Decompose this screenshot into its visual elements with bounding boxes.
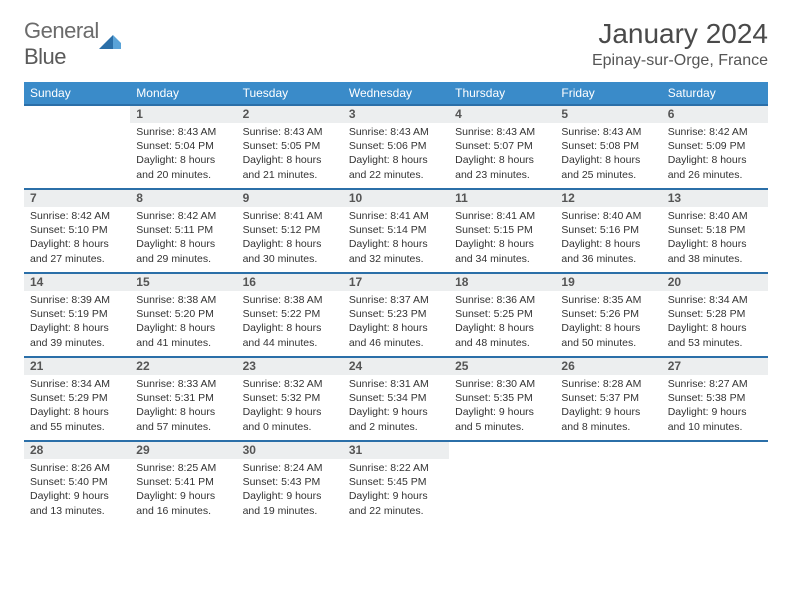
day-number-cell: 3 xyxy=(343,105,449,123)
weekday-header: Sunday xyxy=(24,82,130,105)
day-number-cell: 10 xyxy=(343,189,449,207)
day-number-row: 28293031 xyxy=(24,441,768,459)
day-info-row: Sunrise: 8:26 AMSunset: 5:40 PMDaylight:… xyxy=(24,459,768,525)
day-number-cell: 17 xyxy=(343,273,449,291)
day-number-cell: 30 xyxy=(237,441,343,459)
weekday-header: Saturday xyxy=(662,82,768,105)
day-info-cell: Sunrise: 8:43 AMSunset: 5:07 PMDaylight:… xyxy=(449,123,555,189)
logo-icon xyxy=(99,31,123,51)
logo-word-1: General xyxy=(24,18,99,43)
day-info-cell: Sunrise: 8:43 AMSunset: 5:04 PMDaylight:… xyxy=(130,123,236,189)
day-info-cell xyxy=(24,123,130,189)
day-number-cell xyxy=(24,105,130,123)
day-info-cell: Sunrise: 8:41 AMSunset: 5:14 PMDaylight:… xyxy=(343,207,449,273)
day-number-cell: 4 xyxy=(449,105,555,123)
month-title: January 2024 xyxy=(592,18,768,50)
day-number-cell: 28 xyxy=(24,441,130,459)
day-number-cell: 5 xyxy=(555,105,661,123)
day-number-cell: 25 xyxy=(449,357,555,375)
day-info-row: Sunrise: 8:39 AMSunset: 5:19 PMDaylight:… xyxy=(24,291,768,357)
day-info-cell xyxy=(662,459,768,525)
logo-word-2: Blue xyxy=(24,44,66,69)
weekday-header: Tuesday xyxy=(237,82,343,105)
day-info-cell: Sunrise: 8:42 AMSunset: 5:10 PMDaylight:… xyxy=(24,207,130,273)
day-number-cell: 15 xyxy=(130,273,236,291)
day-info-cell: Sunrise: 8:32 AMSunset: 5:32 PMDaylight:… xyxy=(237,375,343,441)
day-number-cell: 29 xyxy=(130,441,236,459)
weekday-header: Friday xyxy=(555,82,661,105)
day-number-cell: 12 xyxy=(555,189,661,207)
title-block: January 2024 Epinay-sur-Orge, France xyxy=(592,18,768,70)
day-info-cell: Sunrise: 8:43 AMSunset: 5:08 PMDaylight:… xyxy=(555,123,661,189)
weekday-header-row: SundayMondayTuesdayWednesdayThursdayFrid… xyxy=(24,82,768,105)
day-number-cell: 11 xyxy=(449,189,555,207)
day-number-cell: 6 xyxy=(662,105,768,123)
day-info-cell: Sunrise: 8:26 AMSunset: 5:40 PMDaylight:… xyxy=(24,459,130,525)
day-number-cell xyxy=(449,441,555,459)
day-number-cell: 31 xyxy=(343,441,449,459)
day-info-cell xyxy=(449,459,555,525)
day-info-cell: Sunrise: 8:35 AMSunset: 5:26 PMDaylight:… xyxy=(555,291,661,357)
logo-text: General Blue xyxy=(24,18,99,70)
day-info-cell: Sunrise: 8:31 AMSunset: 5:34 PMDaylight:… xyxy=(343,375,449,441)
day-number-cell: 8 xyxy=(130,189,236,207)
weekday-header: Monday xyxy=(130,82,236,105)
day-info-cell: Sunrise: 8:40 AMSunset: 5:18 PMDaylight:… xyxy=(662,207,768,273)
day-number-row: 21222324252627 xyxy=(24,357,768,375)
calendar-body: 123456Sunrise: 8:43 AMSunset: 5:04 PMDay… xyxy=(24,105,768,525)
day-info-cell: Sunrise: 8:22 AMSunset: 5:45 PMDaylight:… xyxy=(343,459,449,525)
day-number-cell: 27 xyxy=(662,357,768,375)
day-number-cell: 2 xyxy=(237,105,343,123)
day-number-row: 123456 xyxy=(24,105,768,123)
day-info-cell: Sunrise: 8:33 AMSunset: 5:31 PMDaylight:… xyxy=(130,375,236,441)
day-info-cell: Sunrise: 8:41 AMSunset: 5:12 PMDaylight:… xyxy=(237,207,343,273)
day-info-cell: Sunrise: 8:43 AMSunset: 5:06 PMDaylight:… xyxy=(343,123,449,189)
day-info-cell: Sunrise: 8:37 AMSunset: 5:23 PMDaylight:… xyxy=(343,291,449,357)
day-info-cell: Sunrise: 8:41 AMSunset: 5:15 PMDaylight:… xyxy=(449,207,555,273)
day-info-cell: Sunrise: 8:40 AMSunset: 5:16 PMDaylight:… xyxy=(555,207,661,273)
day-info-row: Sunrise: 8:34 AMSunset: 5:29 PMDaylight:… xyxy=(24,375,768,441)
day-info-cell: Sunrise: 8:34 AMSunset: 5:28 PMDaylight:… xyxy=(662,291,768,357)
day-info-cell: Sunrise: 8:25 AMSunset: 5:41 PMDaylight:… xyxy=(130,459,236,525)
day-info-row: Sunrise: 8:42 AMSunset: 5:10 PMDaylight:… xyxy=(24,207,768,273)
day-info-cell: Sunrise: 8:38 AMSunset: 5:22 PMDaylight:… xyxy=(237,291,343,357)
weekday-header: Wednesday xyxy=(343,82,449,105)
day-info-cell xyxy=(555,459,661,525)
day-info-cell: Sunrise: 8:30 AMSunset: 5:35 PMDaylight:… xyxy=(449,375,555,441)
day-info-row: Sunrise: 8:43 AMSunset: 5:04 PMDaylight:… xyxy=(24,123,768,189)
calendar-table: SundayMondayTuesdayWednesdayThursdayFrid… xyxy=(24,82,768,525)
day-number-cell: 7 xyxy=(24,189,130,207)
logo: General Blue xyxy=(24,18,123,70)
day-info-cell: Sunrise: 8:34 AMSunset: 5:29 PMDaylight:… xyxy=(24,375,130,441)
day-number-cell: 14 xyxy=(24,273,130,291)
day-info-cell: Sunrise: 8:42 AMSunset: 5:11 PMDaylight:… xyxy=(130,207,236,273)
day-number-cell xyxy=(662,441,768,459)
day-info-cell: Sunrise: 8:36 AMSunset: 5:25 PMDaylight:… xyxy=(449,291,555,357)
day-number-row: 14151617181920 xyxy=(24,273,768,291)
day-number-cell: 20 xyxy=(662,273,768,291)
day-number-cell: 23 xyxy=(237,357,343,375)
day-info-cell: Sunrise: 8:42 AMSunset: 5:09 PMDaylight:… xyxy=(662,123,768,189)
header: General Blue January 2024 Epinay-sur-Org… xyxy=(24,18,768,70)
day-number-cell: 16 xyxy=(237,273,343,291)
day-info-cell: Sunrise: 8:24 AMSunset: 5:43 PMDaylight:… xyxy=(237,459,343,525)
location: Epinay-sur-Orge, France xyxy=(592,52,768,70)
day-number-cell: 24 xyxy=(343,357,449,375)
day-number-cell: 9 xyxy=(237,189,343,207)
day-info-cell: Sunrise: 8:39 AMSunset: 5:19 PMDaylight:… xyxy=(24,291,130,357)
day-number-cell: 19 xyxy=(555,273,661,291)
day-info-cell: Sunrise: 8:38 AMSunset: 5:20 PMDaylight:… xyxy=(130,291,236,357)
weekday-header: Thursday xyxy=(449,82,555,105)
day-number-cell: 1 xyxy=(130,105,236,123)
day-info-cell: Sunrise: 8:27 AMSunset: 5:38 PMDaylight:… xyxy=(662,375,768,441)
day-info-cell: Sunrise: 8:43 AMSunset: 5:05 PMDaylight:… xyxy=(237,123,343,189)
day-number-cell: 13 xyxy=(662,189,768,207)
day-number-cell: 26 xyxy=(555,357,661,375)
day-number-cell: 22 xyxy=(130,357,236,375)
day-info-cell: Sunrise: 8:28 AMSunset: 5:37 PMDaylight:… xyxy=(555,375,661,441)
day-number-row: 78910111213 xyxy=(24,189,768,207)
day-number-cell xyxy=(555,441,661,459)
day-number-cell: 21 xyxy=(24,357,130,375)
day-number-cell: 18 xyxy=(449,273,555,291)
